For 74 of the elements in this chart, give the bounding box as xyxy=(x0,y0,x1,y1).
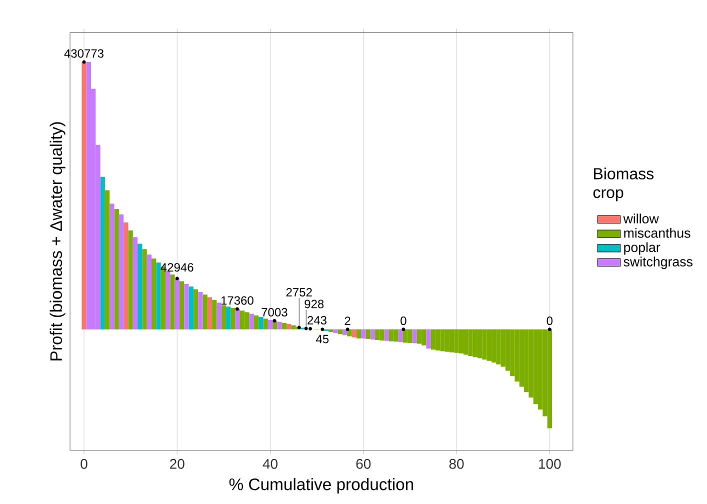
bar xyxy=(193,289,198,330)
bar xyxy=(156,262,161,330)
bar xyxy=(226,306,231,330)
bar xyxy=(174,278,180,330)
bar xyxy=(198,292,203,330)
bar xyxy=(361,329,366,338)
legend-label: poplar xyxy=(624,242,660,255)
bar xyxy=(426,329,431,348)
bar xyxy=(118,214,124,330)
bar xyxy=(328,329,334,332)
bar xyxy=(179,281,184,330)
bar xyxy=(268,320,273,330)
bar xyxy=(430,329,436,350)
bar xyxy=(165,270,170,330)
bar xyxy=(352,329,356,338)
annotation: 0 xyxy=(546,316,553,325)
bar xyxy=(104,190,110,330)
bar xyxy=(207,297,212,330)
bar xyxy=(221,305,226,330)
annotation: 430773 xyxy=(64,49,104,58)
bar xyxy=(170,274,175,330)
annotation: 928 xyxy=(304,300,324,308)
bar xyxy=(128,230,133,330)
x-tick-label: 40 xyxy=(262,458,278,469)
bar xyxy=(263,318,268,330)
bar xyxy=(235,308,240,330)
bar xyxy=(258,316,264,330)
bar xyxy=(338,329,342,334)
annotation: 2 xyxy=(344,316,350,325)
bar xyxy=(124,222,128,330)
annotation: 243 xyxy=(308,316,326,324)
bar xyxy=(286,324,292,330)
y-axis-title: Profit (biomass + Δwater quality) xyxy=(50,122,66,360)
legend-title: Biomass crop xyxy=(593,168,654,202)
bar xyxy=(184,284,189,330)
annotation: 7003 xyxy=(262,308,288,316)
bar xyxy=(152,258,156,330)
bar xyxy=(249,314,254,330)
bar xyxy=(146,254,152,330)
bar xyxy=(370,329,376,340)
annotation: 0 xyxy=(400,316,406,325)
annotation: 17360 xyxy=(221,296,254,305)
bar xyxy=(412,329,417,344)
annotation: 45 xyxy=(316,334,329,344)
bar xyxy=(100,176,105,330)
bar xyxy=(356,329,362,338)
bar xyxy=(254,315,259,330)
bar xyxy=(282,322,287,330)
bar xyxy=(398,329,403,342)
annotation: 2752 xyxy=(286,288,312,296)
x-tick-label: 60 xyxy=(356,458,371,469)
bar xyxy=(216,302,222,330)
bar xyxy=(188,286,194,330)
x-tick-label: 20 xyxy=(170,458,184,469)
bar xyxy=(132,236,138,330)
bar xyxy=(202,294,208,330)
bar xyxy=(110,204,114,330)
legend-label: willow xyxy=(623,214,659,224)
bar xyxy=(384,329,390,341)
bar xyxy=(138,244,142,330)
bar xyxy=(82,62,86,330)
bar xyxy=(114,208,119,330)
x-axis-title: % Cumulative production xyxy=(229,478,414,494)
x-tick-label: 80 xyxy=(449,458,464,469)
bar xyxy=(142,249,147,330)
x-tick-label: 0 xyxy=(80,458,88,469)
bar xyxy=(212,300,217,330)
bar xyxy=(277,322,282,330)
bar xyxy=(366,329,370,339)
legend-label: switchgrass xyxy=(624,256,692,269)
x-tick-label: 100 xyxy=(539,458,561,469)
bar xyxy=(230,308,236,330)
bar xyxy=(333,329,338,333)
legend-label: miscanthus xyxy=(624,228,690,238)
